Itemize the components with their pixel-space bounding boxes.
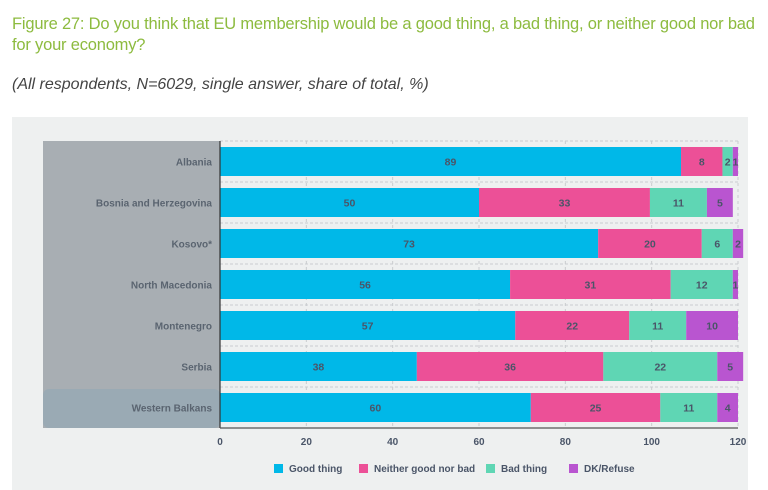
bar-segment-dk-refuse (732, 270, 738, 299)
bar-segment-bad-thing (649, 188, 707, 217)
bar-segment-neither-good-nor-bad (598, 229, 702, 258)
bar-segment-dk-refuse (732, 147, 738, 176)
data-label: 6 (714, 239, 720, 251)
legend-swatch (274, 464, 283, 473)
bar-segment-neither-good-nor-bad (681, 147, 723, 176)
data-label: 5 (727, 362, 733, 374)
bar-segment-good-thing (220, 270, 511, 299)
data-label: 11 (673, 198, 684, 210)
bar-segment-good-thing (220, 229, 599, 258)
data-label: 11 (683, 403, 694, 415)
bar-segment-dk-refuse (732, 229, 744, 258)
data-label: 38 (313, 362, 325, 374)
bar-segment-dk-refuse (717, 393, 738, 422)
bar-segment-good-thing (220, 147, 682, 176)
data-label: 33 (559, 198, 571, 210)
category-label: Western Balkans (132, 404, 213, 415)
figure-title: Figure 27: Do you think that EU membersh… (12, 15, 755, 54)
category-label: Albania (176, 158, 213, 169)
category-label-area (43, 141, 220, 428)
data-label: 8 (699, 157, 705, 169)
category-label: Kosovo* (171, 240, 212, 251)
bar-segment-neither-good-nor-bad (515, 311, 630, 340)
data-label: 2 (735, 239, 741, 251)
data-label: 4 (725, 403, 731, 415)
bar-segment-bad-thing (701, 229, 733, 258)
data-label: 20 (644, 239, 656, 251)
data-label: 36 (504, 362, 516, 374)
bar-segment-dk-refuse (686, 311, 738, 340)
category-label: Montenegro (155, 322, 212, 333)
data-label: 11 (652, 321, 663, 333)
legend-label: Bad thing (501, 464, 547, 475)
x-tick-label: 100 (643, 437, 660, 448)
legend-swatch (569, 464, 578, 473)
bar-segment-neither-good-nor-bad (416, 352, 604, 381)
bar-segment-dk-refuse (706, 188, 733, 217)
x-tick-label: 20 (301, 437, 313, 448)
category-label: Bosnia and Herzegovina (96, 199, 213, 210)
data-label: 12 (696, 280, 708, 292)
legend-label: DK/Refuse (584, 464, 635, 475)
x-tick-label: 0 (217, 437, 223, 448)
data-label: 25 (590, 403, 602, 415)
data-label: 22 (654, 362, 666, 374)
data-label: 50 (344, 198, 356, 210)
bar-segment-dk-refuse (717, 352, 744, 381)
bar-segment-bad-thing (670, 270, 733, 299)
bar-segment-neither-good-nor-bad (510, 270, 671, 299)
x-tick-label: 60 (473, 437, 485, 448)
data-label: 73 (403, 239, 415, 251)
legend-swatch (486, 464, 495, 473)
x-tick-label: 40 (387, 437, 399, 448)
x-tick-label: 80 (560, 437, 572, 448)
legend-label: Good thing (289, 464, 342, 475)
bar-segment-bad-thing (603, 352, 718, 381)
data-label: 1 (732, 157, 738, 169)
data-label: 89 (445, 157, 457, 169)
bar-segment-bad-thing (722, 147, 733, 176)
legend-swatch (359, 464, 368, 473)
data-label: 57 (362, 321, 374, 333)
data-label: 2 (725, 157, 731, 169)
category-label: North Macedonia (131, 281, 213, 292)
figure-subtitle: (All respondents, N=6029, single answer,… (12, 76, 429, 93)
bar-segment-good-thing (220, 352, 417, 381)
highlight-row-background (43, 389, 220, 428)
bar-segment-good-thing (220, 393, 531, 422)
data-label: 10 (706, 321, 718, 333)
x-tick-label: 120 (730, 437, 747, 448)
bar-segment-neither-good-nor-bad (530, 393, 661, 422)
bar-segment-good-thing (220, 188, 479, 217)
bar-segment-neither-good-nor-bad (479, 188, 650, 217)
data-label: 1 (732, 280, 738, 292)
bar-segment-good-thing (220, 311, 516, 340)
bar-segment-bad-thing (629, 311, 687, 340)
data-label: 56 (359, 280, 371, 292)
data-label: 22 (566, 321, 578, 333)
bar-segment-bad-thing (660, 393, 718, 422)
data-label: 31 (585, 280, 597, 292)
data-label: 5 (717, 198, 723, 210)
legend-label: Neither good nor bad (374, 464, 475, 475)
category-label: Serbia (181, 363, 212, 374)
data-label: 60 (370, 403, 382, 415)
